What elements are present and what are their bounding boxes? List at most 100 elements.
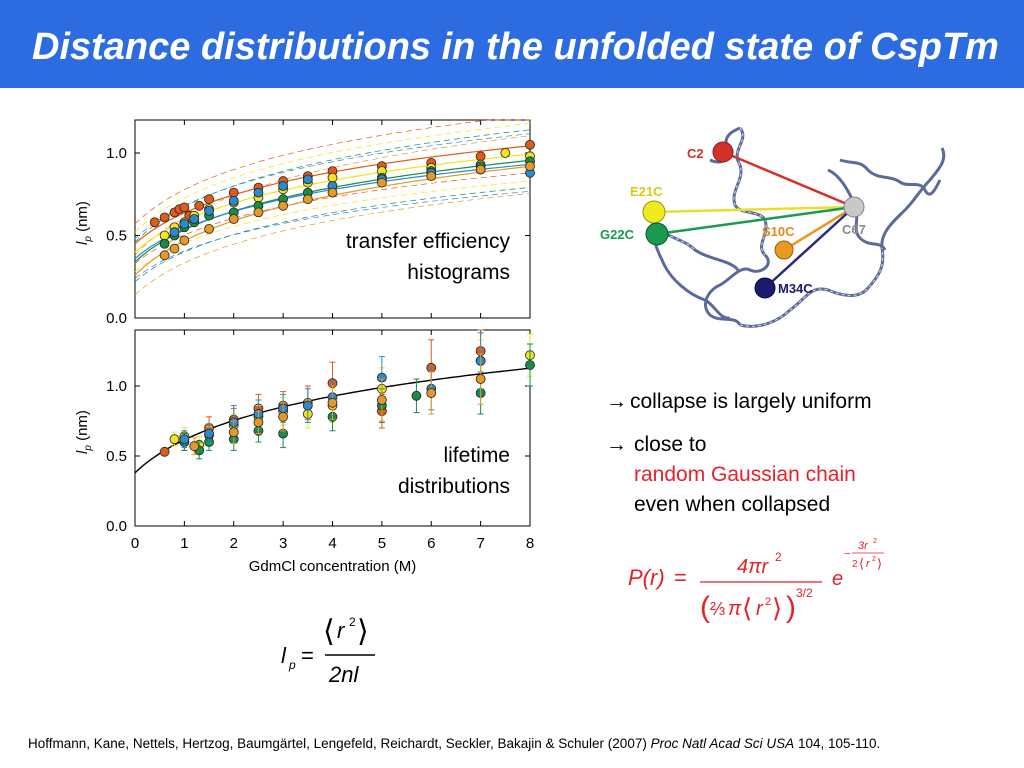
data-point bbox=[179, 235, 190, 246]
pr-den-pi: π bbox=[728, 598, 742, 620]
data-point bbox=[179, 434, 190, 445]
data-point bbox=[149, 217, 160, 228]
bottom-panel-lifetime: 0.0 0.5 1.0 0 1 2 3 4 5 6 7 8 GdmCl concentration (M… bbox=[74, 329, 535, 575]
protein-structure-diagram: C2 E21C G22C S10C C67 M34C bbox=[600, 126, 946, 328]
data-point bbox=[228, 187, 239, 198]
c67-sphere bbox=[843, 196, 865, 218]
top-panel-transfer-efficiency: 0.0 0.5 1.0 lp (nm) transfer efficiency histo… bbox=[74, 119, 535, 327]
data-point bbox=[228, 214, 239, 224]
data-point bbox=[278, 200, 289, 211]
x-tick-label: 3 bbox=[279, 535, 287, 552]
panel-annotation: lifetime bbox=[443, 444, 510, 467]
e21c-label: E21C bbox=[630, 184, 663, 199]
y-tick-label: 0.0 bbox=[106, 310, 127, 327]
x-tick-label: 2 bbox=[230, 535, 238, 552]
pr-exp-den-sup: 2 bbox=[872, 556, 876, 563]
data-point bbox=[159, 212, 170, 223]
pr-exp-base: e bbox=[832, 568, 843, 590]
pr-exp-den-r: r bbox=[866, 558, 871, 570]
data-point bbox=[327, 187, 338, 198]
pr-exp-sign: − bbox=[844, 548, 850, 560]
m34c-sphere bbox=[754, 277, 776, 299]
lp-lhs-l: l bbox=[281, 643, 287, 668]
s10c-sphere bbox=[774, 240, 794, 260]
arrow-icon: → bbox=[606, 433, 627, 456]
slide-title: Distance distributions in the unfolded s… bbox=[32, 26, 999, 68]
fit-band-lower bbox=[134, 180, 531, 273]
data-point bbox=[475, 164, 486, 175]
m34c-c67-link bbox=[764, 206, 855, 289]
pr-den-exp: 3/2 bbox=[796, 586, 813, 600]
data-point bbox=[278, 181, 289, 191]
lp-num-langle: ⟨ bbox=[323, 615, 335, 648]
data-point bbox=[159, 230, 170, 241]
y-axis-label: lp (nm) bbox=[74, 201, 94, 245]
data-point bbox=[228, 195, 239, 206]
citation-authors: Hoffmann, Kane, Nettels, Hertzog, Baumgä… bbox=[28, 736, 647, 751]
x-tick-label: 5 bbox=[378, 535, 386, 552]
data-point bbox=[204, 224, 214, 234]
fit-band-upper bbox=[134, 133, 531, 240]
pr-lhs: P(r) bbox=[628, 565, 665, 590]
lp-lhs-sub: p bbox=[288, 658, 296, 672]
panel-annotation: transfer efficiency bbox=[346, 230, 511, 253]
data-point bbox=[426, 171, 437, 181]
fit-band-lower bbox=[134, 193, 531, 296]
s10c-label: S10C bbox=[762, 224, 795, 239]
x-tick-label: 8 bbox=[526, 535, 534, 552]
data-point bbox=[169, 434, 180, 445]
e21c-c67-link bbox=[653, 205, 855, 214]
y-tick-label: 1.0 bbox=[106, 145, 127, 162]
panel-annotation: histograms bbox=[407, 261, 510, 284]
data-point bbox=[204, 194, 214, 205]
data-point bbox=[179, 202, 190, 213]
lp-equals: = bbox=[301, 643, 314, 668]
data-point bbox=[500, 148, 511, 158]
e21c-sphere bbox=[642, 200, 666, 224]
y-tick-label: 1.0 bbox=[106, 378, 127, 395]
fit-band-upper bbox=[134, 123, 531, 233]
citation-volume: 104, 105-110. bbox=[797, 736, 881, 751]
lp-num-rangle: ⟩ bbox=[357, 615, 369, 648]
persistence-length-formula: l p = ⟨ r 2 ⟩ 2nl bbox=[281, 615, 375, 687]
y-tick-label: 0.5 bbox=[106, 228, 127, 245]
data-point bbox=[302, 400, 313, 411]
g22c-c67-link bbox=[656, 205, 855, 236]
lp-charts: 0.0 0.5 1.0 lp (nm) transfer efficiency histo… bbox=[74, 119, 535, 575]
data-point bbox=[159, 446, 170, 457]
c2-label: C2 bbox=[687, 146, 704, 161]
data-point bbox=[525, 360, 535, 370]
data-point bbox=[159, 238, 170, 249]
fit-band-lower bbox=[134, 187, 531, 282]
data-point bbox=[475, 151, 486, 162]
gaussian-chain-formula: P(r) = 4πr 2 ( ⅔ π ⟨ r 2 ⟩ ) 3/2 e − 3r … bbox=[628, 538, 884, 624]
data-point bbox=[179, 219, 190, 229]
lp-num-sup: 2 bbox=[349, 615, 356, 629]
pr-exp-den-langle: ⟨ bbox=[859, 556, 864, 571]
x-tick-label: 1 bbox=[180, 535, 188, 552]
data-point bbox=[194, 200, 205, 211]
s10c-c67-link bbox=[783, 205, 855, 252]
data-point bbox=[204, 428, 214, 439]
data-point bbox=[376, 177, 387, 188]
title-bar: Distance distributions in the unfolded s… bbox=[0, 0, 1024, 88]
citation: Hoffmann, Kane, Nettels, Hertzog, Baumgä… bbox=[28, 736, 1018, 751]
x-axis-label: GdmCl concentration (M) bbox=[249, 558, 417, 575]
data-point bbox=[169, 243, 180, 254]
fit-band-upper bbox=[134, 119, 530, 225]
data-point bbox=[426, 388, 437, 398]
pr-numerator: 4πr bbox=[737, 556, 770, 578]
x-tick-label: 4 bbox=[328, 535, 336, 552]
pr-numerator-sup: 2 bbox=[775, 550, 782, 564]
data-point bbox=[525, 139, 535, 150]
data-point bbox=[327, 172, 338, 183]
c67-label: C67 bbox=[842, 222, 866, 237]
data-point bbox=[475, 374, 486, 384]
data-point bbox=[376, 395, 387, 405]
g22c-sphere bbox=[645, 222, 669, 246]
fit-band-lower bbox=[134, 191, 531, 279]
pr-den-rangle: ⟩ bbox=[772, 593, 782, 623]
y-axis-label: lp (nm) bbox=[74, 410, 94, 454]
data-point bbox=[253, 187, 264, 198]
c2-c67-link bbox=[722, 150, 855, 209]
